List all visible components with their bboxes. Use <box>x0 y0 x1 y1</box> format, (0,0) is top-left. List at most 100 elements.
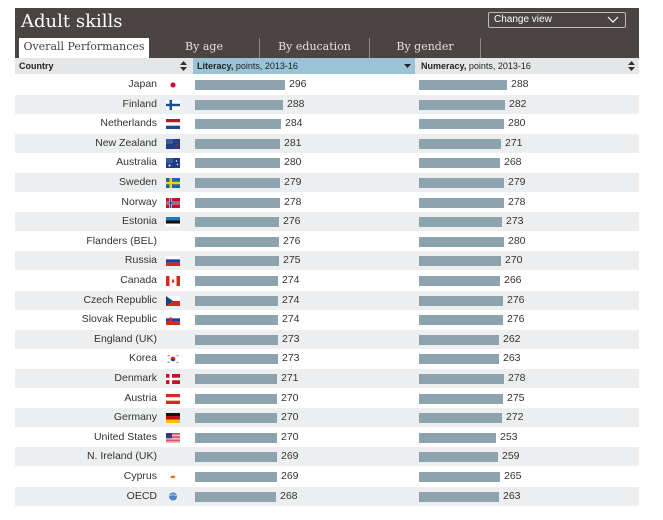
country-label: Estonia <box>121 215 157 228</box>
table-row: Denmark 271 278 <box>15 369 639 388</box>
oecd-logo <box>169 492 177 501</box>
numeracy-value-label: 262 <box>503 332 521 345</box>
literacy-bar[interactable] <box>195 276 278 286</box>
numeracy-bar[interactable] <box>419 99 505 110</box>
numeracy-bar[interactable] <box>419 217 502 228</box>
country-label: Germany <box>113 411 157 424</box>
table-row: Russia 275 270 <box>15 251 639 271</box>
literacy-bar[interactable] <box>195 217 279 228</box>
numeracy-bar[interactable] <box>419 354 499 365</box>
table-row: Korea 273 263 <box>15 349 639 368</box>
literacy-bar[interactable] <box>195 472 277 482</box>
numeracy-bar[interactable] <box>419 119 504 130</box>
numeracy-bar[interactable] <box>419 178 504 188</box>
tab-by-education[interactable]: By education <box>278 40 351 53</box>
country-label: Denmark <box>114 372 157 384</box>
numeracy-bar[interactable] <box>419 315 503 326</box>
table-row: Slovak Republic 274 276 <box>15 310 639 329</box>
sort-icon <box>180 61 187 71</box>
numeracy-bar[interactable] <box>419 334 499 345</box>
numeracy-value-label: 270 <box>505 254 523 267</box>
numeracy-value-label: 263 <box>503 352 521 365</box>
table-row: Japan 296 288 <box>15 75 639 94</box>
table-row: United States 270 253 <box>15 428 639 447</box>
numeracy-value-label: 288 <box>511 78 529 90</box>
new-zealand-flag <box>166 138 180 149</box>
numeracy-bar[interactable] <box>419 393 503 404</box>
numeracy-bar[interactable] <box>419 452 498 463</box>
literacy-bar[interactable] <box>195 138 280 149</box>
literacy-value-label: 275 <box>283 254 301 267</box>
literacy-bar[interactable] <box>195 197 280 208</box>
literacy-value-label: 270 <box>281 411 299 424</box>
country-label: Canada <box>120 274 157 286</box>
country-label: Czech Republic <box>83 293 157 306</box>
literacy-bar[interactable] <box>195 178 280 188</box>
literacy-value-label: 274 <box>282 293 300 306</box>
country-label: Finland <box>122 97 157 110</box>
table-row: OECD 268 263 <box>15 486 639 506</box>
numeracy-header-label: Numeracy, <box>421 61 467 71</box>
literacy-bar[interactable] <box>195 393 277 404</box>
tab-by-age[interactable]: By age <box>185 40 223 53</box>
numeracy-bar[interactable] <box>419 432 496 443</box>
literacy-value-label: 269 <box>281 450 299 463</box>
literacy-bar[interactable] <box>195 158 280 169</box>
literacy-bar[interactable] <box>195 119 281 130</box>
austria-flag <box>166 393 180 404</box>
literacy-bar[interactable] <box>195 432 277 443</box>
literacy-bar[interactable] <box>195 236 279 247</box>
numeracy-bar[interactable] <box>419 295 503 306</box>
numeracy-bar[interactable] <box>419 256 501 267</box>
literacy-value-label: 274 <box>282 274 300 286</box>
literacy-bar[interactable] <box>195 315 278 326</box>
literacy-value-label: 284 <box>285 117 303 130</box>
numeracy-value-label: 275 <box>507 391 525 404</box>
numeracy-value-label: 276 <box>507 313 525 326</box>
numeracy-bar[interactable] <box>419 158 500 169</box>
numeracy-value-label: 268 <box>504 156 522 169</box>
england-flag <box>166 335 180 345</box>
numeracy-bar[interactable] <box>419 197 504 208</box>
literacy-bar[interactable] <box>195 374 277 384</box>
literacy-bar[interactable] <box>195 354 278 365</box>
country-label: Austria <box>124 391 157 404</box>
table-row: Estonia 276 273 <box>15 212 639 232</box>
literacy-bar[interactable] <box>195 452 277 463</box>
estonia-flag <box>166 217 180 228</box>
literacy-bar[interactable] <box>195 80 285 90</box>
literacy-bar[interactable] <box>195 491 276 502</box>
country-label: Flanders (BEL) <box>86 234 157 247</box>
literacy-bar[interactable] <box>195 295 278 306</box>
literacy-bar[interactable] <box>195 99 283 110</box>
numeracy-bar[interactable] <box>419 80 507 90</box>
change-view-dropdown[interactable]: Change view <box>488 12 626 28</box>
literacy-value-label: 279 <box>284 176 302 188</box>
tab-overall-performances[interactable]: Overall Performances <box>19 38 149 58</box>
numeracy-bar[interactable] <box>419 374 504 384</box>
numeracy-bar[interactable] <box>419 491 499 502</box>
cyprus-flag <box>170 475 176 479</box>
country-label: Netherlands <box>100 117 157 130</box>
literacy-column-header[interactable]: Literacy, points, 2013-16 <box>193 58 415 74</box>
numeracy-bar[interactable] <box>419 472 500 482</box>
numeracy-value-label: 266 <box>504 274 522 286</box>
numeracy-bar[interactable] <box>419 138 501 149</box>
numeracy-value-label: 280 <box>508 234 526 247</box>
literacy-value-label: 280 <box>284 156 302 169</box>
numeracy-bar[interactable] <box>419 276 500 286</box>
tab-divider <box>259 38 260 58</box>
table-row: Cyprus 269 265 <box>15 467 639 486</box>
literacy-value-label: 276 <box>283 234 301 247</box>
numeracy-bar[interactable] <box>419 413 502 424</box>
numeracy-value-label: 276 <box>507 293 525 306</box>
literacy-bar[interactable] <box>195 413 277 424</box>
numeracy-column-header[interactable]: Numeracy, points, 2013-16 <box>417 58 639 74</box>
country-column-header[interactable]: Country <box>15 58 191 74</box>
literacy-bar[interactable] <box>195 334 278 345</box>
united-states-flag <box>166 432 180 443</box>
numeracy-bar[interactable] <box>419 236 504 247</box>
literacy-bar[interactable] <box>195 256 279 267</box>
numeracy-value-label: 278 <box>508 195 526 208</box>
tab-by-gender[interactable]: By gender <box>396 40 454 53</box>
